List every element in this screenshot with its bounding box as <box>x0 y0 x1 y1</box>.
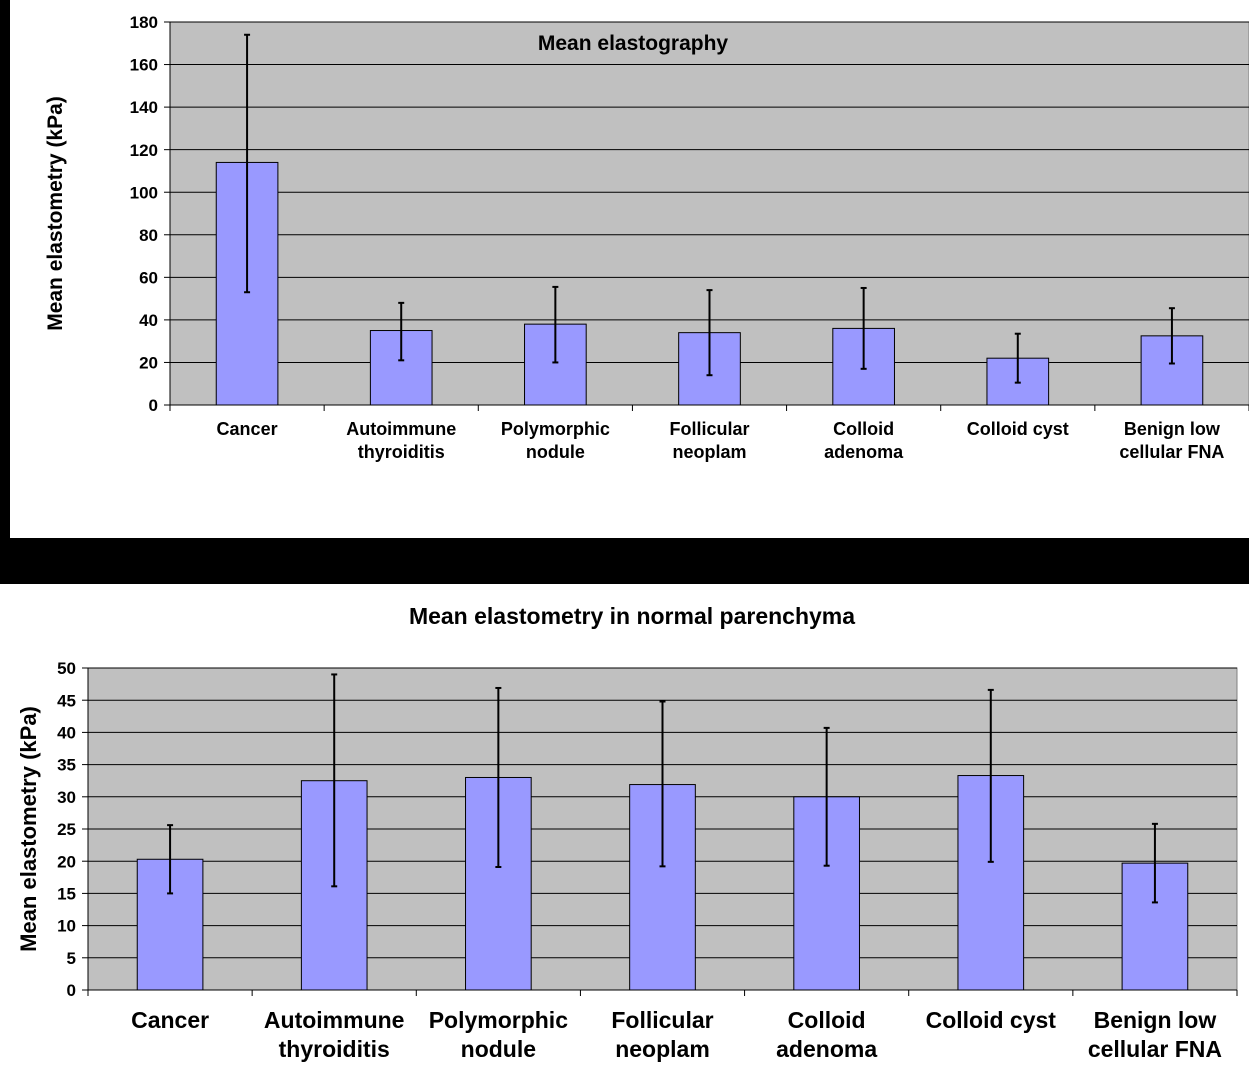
chart-panel-normal-parenchyma: 0 5 10 15 20 25 30 35 40 45 50 Cancer Autoimmune thyr… <box>0 584 1249 1082</box>
x-category-label: Benign low <box>1094 1007 1217 1033</box>
chart-title: Mean elastography <box>538 32 729 55</box>
y-tick-label: 50 <box>57 659 76 678</box>
y-tick-label: 160 <box>130 56 158 75</box>
black-frame-left <box>0 0 10 540</box>
y-tick-label: 30 <box>57 788 76 807</box>
y-tick-label: 140 <box>130 98 158 117</box>
x-category-label: adenoma <box>776 1036 877 1062</box>
chart-panel-mean-elastography: 0 20 40 60 80 100 120 140 160 180 Cancer Autoimmune… <box>10 0 1249 538</box>
y-tick-label: 20 <box>57 852 76 871</box>
x-category-label: neoplam <box>672 442 746 462</box>
y-tick-label: 35 <box>57 756 76 775</box>
x-category-label: neoplam <box>615 1036 710 1062</box>
x-category-label: Follicular <box>611 1007 713 1033</box>
x-category-label: Benign low <box>1124 419 1221 439</box>
y-tick-label: 100 <box>130 183 158 202</box>
y-tick-label: 15 <box>57 885 76 904</box>
x-category-label: Autoimmune <box>346 419 456 439</box>
y-tick-label: 40 <box>57 724 76 743</box>
x-category-label: Colloid <box>833 419 894 439</box>
x-category-label: cellular FNA <box>1119 442 1224 462</box>
x-category-label: Cancer <box>131 1007 209 1033</box>
y-axis-label: Mean elastometry (kPa) <box>16 706 41 952</box>
y-tick-label: 180 <box>130 13 158 32</box>
x-category-label: adenoma <box>824 442 904 462</box>
y-tick-label: 45 <box>57 691 76 710</box>
x-category-label: nodule <box>526 442 585 462</box>
chart-normal-parenchyma: 0 5 10 15 20 25 30 35 40 45 50 Cancer Autoimmune thyr… <box>16 603 1238 1062</box>
y-tick-label: 20 <box>139 354 158 373</box>
chart-title: Mean elastometry in normal parenchyma <box>409 603 855 629</box>
y-tick-label: 10 <box>57 917 76 936</box>
x-category-label: thyroiditis <box>358 442 445 462</box>
x-category-label: Colloid cyst <box>926 1007 1057 1033</box>
x-category-label: Polymorphic <box>501 419 610 439</box>
x-category-label: cellular FNA <box>1088 1036 1222 1062</box>
x-category-label: Colloid <box>788 1007 866 1033</box>
y-axis-label: Mean elastometry (kPa) <box>44 96 67 331</box>
x-category-label: Follicular <box>669 419 749 439</box>
y-tick-label: 0 <box>67 981 76 1000</box>
x-category-label: nodule <box>461 1036 536 1062</box>
y-tick-label: 25 <box>57 820 76 839</box>
y-tick-label: 120 <box>130 141 158 160</box>
black-frame-band <box>0 538 1249 584</box>
y-tick-label: 40 <box>139 311 158 330</box>
y-tick-label: 60 <box>139 268 158 287</box>
x-category-label: Polymorphic <box>429 1007 569 1033</box>
x-category-label: Cancer <box>217 419 278 439</box>
x-category-label: Autoimmune <box>264 1007 405 1033</box>
y-tick-label: 5 <box>67 949 76 968</box>
chart-mean-elastography: 0 20 40 60 80 100 120 140 160 180 Cancer Autoimmune… <box>44 13 1249 462</box>
y-tick-label: 0 <box>149 396 158 415</box>
y-tick-label: 80 <box>139 226 158 245</box>
x-category-label: thyroiditis <box>279 1036 390 1062</box>
x-category-label: Colloid cyst <box>967 419 1069 439</box>
